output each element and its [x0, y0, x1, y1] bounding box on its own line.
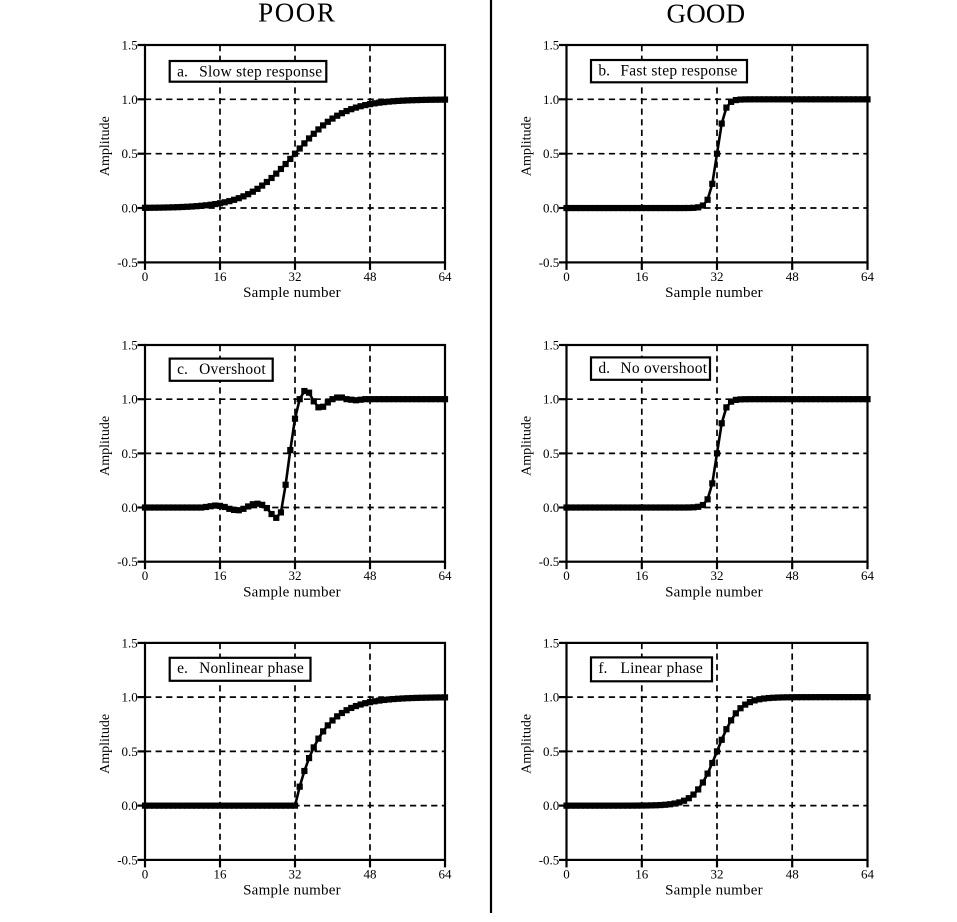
svg-text:0.0: 0.0 — [543, 798, 559, 813]
svg-text:64: 64 — [439, 269, 453, 284]
svg-text:0: 0 — [563, 866, 570, 881]
svg-text:0: 0 — [563, 269, 570, 284]
svg-text:0.0: 0.0 — [122, 200, 138, 215]
svg-text:a.: a. — [177, 63, 188, 80]
svg-text:1.0: 1.0 — [543, 92, 559, 107]
svg-text:1.5: 1.5 — [122, 337, 138, 352]
svg-text:Sample number: Sample number — [243, 883, 341, 899]
svg-text:POOR: POOR — [258, 0, 336, 28]
svg-text:64: 64 — [861, 866, 875, 881]
svg-text:d.: d. — [598, 360, 610, 377]
svg-text:1.5: 1.5 — [543, 37, 559, 52]
svg-text:-0.5: -0.5 — [539, 255, 560, 270]
svg-text:Overshoot: Overshoot — [199, 361, 266, 378]
svg-text:1.0: 1.0 — [543, 690, 559, 705]
svg-text:16: 16 — [214, 269, 228, 284]
svg-text:1.0: 1.0 — [543, 392, 559, 407]
svg-text:16: 16 — [635, 269, 649, 284]
svg-text:Amplitude: Amplitude — [519, 416, 534, 476]
svg-text:Sample number: Sample number — [243, 285, 341, 301]
svg-text:Amplitude: Amplitude — [98, 714, 113, 774]
svg-text:1.5: 1.5 — [122, 37, 138, 52]
svg-text:64: 64 — [439, 866, 453, 881]
svg-text:1.5: 1.5 — [543, 635, 559, 650]
svg-text:0: 0 — [563, 568, 570, 583]
svg-text:32: 32 — [289, 269, 302, 284]
svg-text:48: 48 — [786, 866, 799, 881]
svg-text:Amplitude: Amplitude — [519, 714, 534, 774]
svg-text:e.: e. — [177, 660, 188, 677]
svg-text:48: 48 — [364, 269, 377, 284]
svg-text:0.0: 0.0 — [543, 500, 559, 515]
svg-text:0.5: 0.5 — [543, 446, 559, 461]
svg-text:c.: c. — [177, 361, 188, 378]
svg-text:32: 32 — [289, 866, 302, 881]
svg-text:1.0: 1.0 — [122, 690, 138, 705]
svg-text:Fast step response: Fast step response — [620, 62, 737, 79]
svg-text:-0.5: -0.5 — [539, 554, 560, 569]
svg-text:48: 48 — [364, 568, 377, 583]
svg-text:32: 32 — [711, 866, 724, 881]
svg-text:48: 48 — [364, 866, 377, 881]
svg-text:48: 48 — [786, 269, 799, 284]
svg-text:-0.5: -0.5 — [117, 255, 138, 270]
svg-text:-0.5: -0.5 — [539, 852, 560, 867]
svg-text:Amplitude: Amplitude — [98, 416, 113, 476]
svg-text:32: 32 — [711, 269, 724, 284]
svg-text:48: 48 — [786, 568, 799, 583]
svg-text:0.0: 0.0 — [543, 200, 559, 215]
svg-text:1.5: 1.5 — [122, 635, 138, 650]
svg-text:b.: b. — [598, 62, 610, 79]
svg-text:Sample number: Sample number — [665, 585, 763, 601]
svg-text:1.0: 1.0 — [122, 92, 138, 107]
svg-text:1.5: 1.5 — [543, 337, 559, 352]
svg-text:32: 32 — [289, 568, 302, 583]
svg-text:0: 0 — [142, 866, 149, 881]
svg-text:1.0: 1.0 — [122, 392, 138, 407]
svg-text:Nonlinear phase: Nonlinear phase — [199, 660, 304, 677]
svg-text:No overshoot: No overshoot — [620, 360, 707, 377]
svg-text:Sample number: Sample number — [243, 585, 341, 601]
svg-text:16: 16 — [214, 866, 228, 881]
svg-text:0.5: 0.5 — [122, 744, 138, 759]
svg-text:Amplitude: Amplitude — [98, 116, 113, 176]
svg-text:64: 64 — [861, 568, 875, 583]
svg-text:64: 64 — [439, 568, 453, 583]
svg-text:-0.5: -0.5 — [117, 852, 138, 867]
svg-text:16: 16 — [214, 568, 228, 583]
svg-text:0: 0 — [142, 269, 149, 284]
svg-text:16: 16 — [635, 568, 649, 583]
svg-text:f.: f. — [598, 660, 607, 677]
svg-text:0.0: 0.0 — [122, 500, 138, 515]
svg-text:32: 32 — [711, 568, 724, 583]
svg-text:Sample number: Sample number — [665, 285, 763, 301]
svg-text:0.5: 0.5 — [543, 146, 559, 161]
svg-text:0.5: 0.5 — [543, 744, 559, 759]
svg-text:0.5: 0.5 — [122, 446, 138, 461]
svg-text:0.0: 0.0 — [122, 798, 138, 813]
svg-text:Amplitude: Amplitude — [519, 116, 534, 176]
svg-text:-0.5: -0.5 — [117, 554, 138, 569]
svg-text:Linear phase: Linear phase — [620, 660, 703, 677]
svg-text:64: 64 — [861, 269, 875, 284]
svg-text:Sample number: Sample number — [665, 883, 763, 899]
svg-text:16: 16 — [635, 866, 649, 881]
svg-text:GOOD: GOOD — [667, 0, 746, 29]
svg-text:0.5: 0.5 — [122, 146, 138, 161]
svg-text:Slow step response: Slow step response — [199, 63, 322, 80]
svg-text:0: 0 — [142, 568, 149, 583]
